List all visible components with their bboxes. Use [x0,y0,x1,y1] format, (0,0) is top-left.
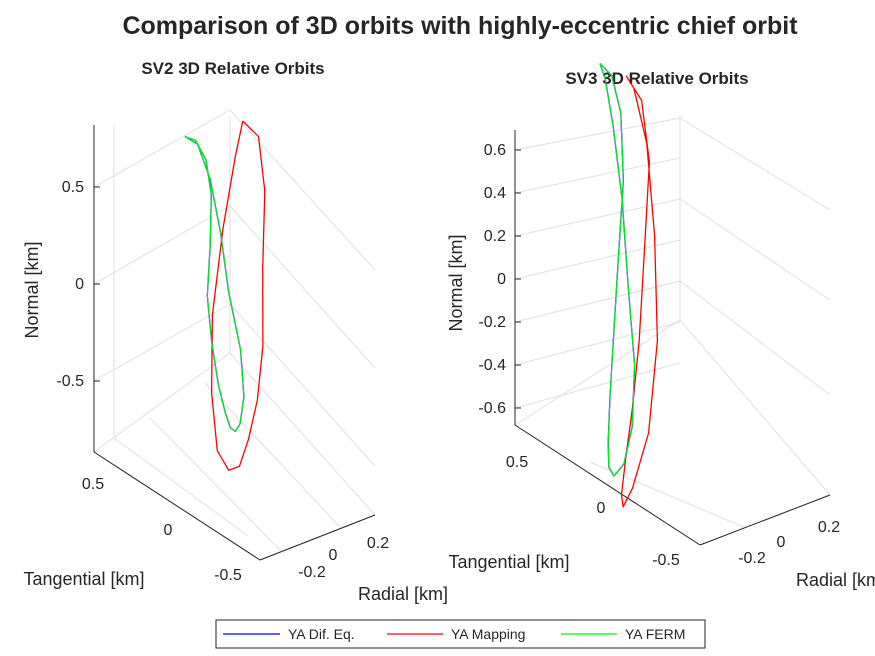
legend-item-mapping: YA Mapping [387,626,525,642]
series-line-dif-eq [184,135,245,433]
x-tick-label: -0.2 [738,550,766,567]
figure-title: Comparison of 3D orbits with highly-ecce… [122,12,798,40]
y-tick-label: 0 [164,522,173,539]
y-tick-label: -0.5 [652,552,680,569]
z-tick-label: 0 [75,276,84,293]
y-tick-label: -0.5 [214,567,242,584]
z-axis-label-sv2: Normal [km] [22,241,42,338]
axes-sv2 [93,125,376,561]
series-line-mapping [210,120,266,471]
z-ticks-sv2: 0.5 0 -0.5 [56,179,84,390]
x-tick-label: 0 [777,534,786,551]
z-tick-label: -0.4 [478,357,506,374]
grid-sv3 [514,115,831,546]
y-tick-label: 0 [597,500,606,517]
y-ticks-sv3: 0.5 0 -0.5 [506,454,680,569]
y-ticks-sv2: 0.5 0 -0.5 [82,476,242,584]
x-tick-label: 0.2 [818,519,840,536]
legend-item-dif-eq: YA Dif. Eq. [223,626,355,642]
z-tick-label: 0.6 [484,142,506,159]
series-line-ferm [184,136,245,432]
curves-sv3 [599,62,659,508]
y-tick-label: 0.5 [506,454,528,471]
z-tick-label: 0.5 [62,179,84,196]
legend-label-mapping: YA Mapping [451,626,525,642]
y-axis-label-sv2: Tangential [km] [23,569,144,589]
plot-title-sv2: SV2 3D Relative Orbits [141,59,324,78]
x-ticks-sv3: -0.2 0 0.2 [738,519,840,567]
z-tick-label: 0.4 [484,185,506,202]
z-tick-label: -0.5 [56,373,84,390]
z-tick-label: 0 [497,271,506,288]
axes-sv3 [514,130,831,546]
plot-sv2: SV2 3D Relative Orbits 0.5 0 [22,59,448,604]
plot-title-sv3: SV3 3D Relative Orbits [565,69,748,88]
x-tick-label: 0 [329,547,338,564]
z-tick-label: 0.2 [484,228,506,245]
plot-sv3: SV3 3D Relative Orbits [446,62,875,590]
series-line-mapping [620,75,659,508]
z-ticks-sv3: 0.6 0.4 0.2 0 -0.2 -0.4 -0.6 [478,142,506,417]
legend: YA Dif. Eq. YA Mapping YA FERM [215,619,706,649]
x-ticks-sv2: -0.2 0 0.2 [298,535,389,581]
legend-item-ferm: YA FERM [561,626,685,642]
series-line-ferm [599,63,636,477]
legend-label-dif-eq: YA Dif. Eq. [288,626,355,642]
grid-sv2 [93,109,376,561]
x-axis-label-sv2: Radial [km] [358,584,448,604]
x-axis-label-sv3: Radial [km] [796,570,875,590]
z-tick-label: -0.6 [478,400,506,417]
x-tick-label: -0.2 [298,564,326,581]
z-axis-label-sv3: Normal [km] [446,234,466,331]
curves-sv2 [184,120,266,471]
z-tick-label: -0.2 [478,314,506,331]
y-tick-label: 0.5 [82,476,104,493]
legend-label-ferm: YA FERM [625,626,685,642]
x-tick-label: 0.2 [367,535,389,552]
y-axis-label-sv3: Tangential [km] [448,552,569,572]
